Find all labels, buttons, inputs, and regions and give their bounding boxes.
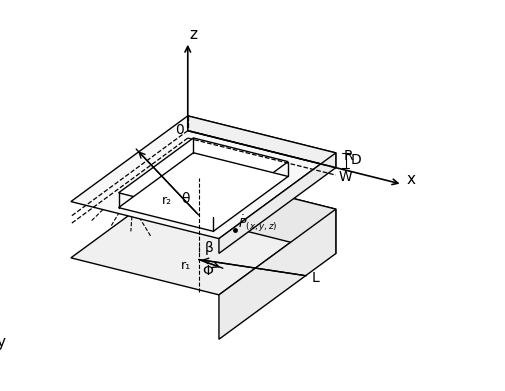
Polygon shape bbox=[188, 172, 336, 253]
Polygon shape bbox=[119, 138, 288, 217]
Text: Φ: Φ bbox=[202, 264, 213, 278]
Text: x: x bbox=[407, 172, 415, 187]
Text: W: W bbox=[339, 170, 352, 184]
Polygon shape bbox=[219, 209, 336, 339]
Text: r₂: r₂ bbox=[162, 194, 172, 207]
Polygon shape bbox=[71, 172, 336, 295]
Text: θ: θ bbox=[181, 192, 190, 206]
Text: 0: 0 bbox=[175, 123, 184, 137]
Polygon shape bbox=[188, 116, 336, 168]
Text: β: β bbox=[205, 242, 213, 255]
Text: L: L bbox=[312, 271, 320, 285]
Text: R: R bbox=[343, 149, 353, 163]
Text: r₁: r₁ bbox=[181, 259, 191, 272]
Polygon shape bbox=[219, 153, 336, 253]
Polygon shape bbox=[119, 153, 288, 231]
Text: y: y bbox=[0, 335, 6, 350]
Text: z: z bbox=[190, 27, 198, 42]
Text: D: D bbox=[350, 153, 361, 167]
Text: $\dot{P}_{(x,y,z)}$: $\dot{P}_{(x,y,z)}$ bbox=[238, 213, 278, 234]
Polygon shape bbox=[71, 116, 336, 239]
